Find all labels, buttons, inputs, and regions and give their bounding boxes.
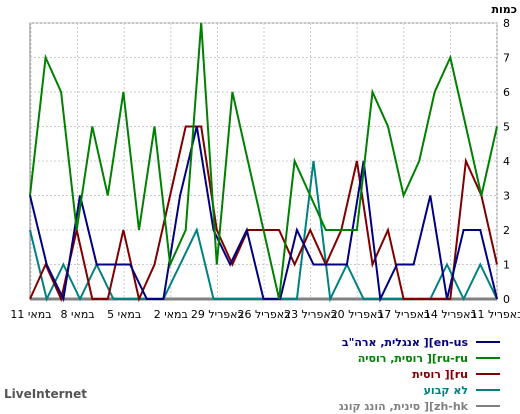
y-tick-label: 0: [503, 293, 510, 306]
series-line-ru-ru: [29, 22, 498, 300]
y-axis-title: כמות: [492, 3, 517, 16]
x-tick-label: 11 במאי: [10, 308, 51, 321]
y-tick-label: 6: [503, 86, 510, 99]
legend-label: zh-hk][ סינית, הונג קונג: [338, 399, 468, 413]
legend-swatch: [476, 373, 500, 375]
x-tick-label: 5 במאי: [107, 308, 141, 321]
y-tick-label: 1: [503, 259, 510, 272]
legend-swatch: [476, 389, 500, 391]
brand-label: LiveInternet: [4, 387, 87, 401]
legend-item: לא קבוע: [200, 382, 500, 398]
x-tick-label: 11 באפריל: [470, 308, 520, 321]
chart-legend: en-us][ אנגלית, ארה"ב ru-ru][ רוסית, רוסי…: [200, 334, 500, 414]
y-tick-label: 3: [503, 190, 510, 203]
legend-label: לא קבוע: [423, 383, 468, 397]
x-tick-label: 26 באפריל: [237, 308, 290, 321]
legend-swatch: [476, 341, 500, 343]
y-tick-label: 5: [503, 121, 510, 134]
series-line-en-us: [29, 126, 498, 303]
legend-label: en-us][ אנגלית, ארה"ב: [341, 335, 468, 349]
legend-swatch: [476, 357, 500, 359]
x-tick-label: 20 באפריל: [331, 308, 384, 321]
legend-item: zh-hk][ סינית, הונג קונג: [200, 398, 500, 414]
legend-item: ru-ru][ רוסית, רוסיה: [200, 350, 500, 366]
legend-swatch: [476, 405, 500, 407]
legend-label: ru-ru][ רוסית, רוסיה: [357, 351, 468, 365]
legend-label: ru][ רוסית: [412, 367, 468, 381]
x-tick-label: 2 במאי: [154, 308, 188, 321]
x-tick-label: 23 באפריל: [284, 308, 337, 321]
legend-item: ru][ רוסית: [200, 366, 500, 382]
y-tick-label: 7: [503, 52, 510, 65]
x-tick-label: 29 באפריל: [191, 308, 244, 321]
y-tick-label: 4: [503, 155, 510, 168]
x-tick-label: 8 במאי: [61, 308, 95, 321]
y-tick-label: 8: [503, 17, 510, 30]
y-tick-label: 2: [503, 224, 510, 237]
legend-item: en-us][ אנגלית, ארה"ב: [200, 334, 500, 350]
x-tick-label: 14 באפריל: [424, 308, 477, 321]
x-tick-label: 17 באפריל: [377, 308, 430, 321]
